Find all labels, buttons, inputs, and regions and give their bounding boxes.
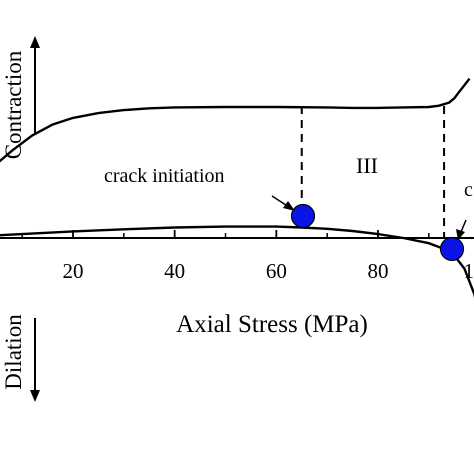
dilation-arrow-head [30, 390, 40, 402]
contraction-label: Contraction [1, 50, 26, 159]
points-layer [290, 203, 465, 262]
x-ticks-layer: 20 40 60 80 1 [21, 230, 474, 283]
series-line-2 [0, 225, 474, 299]
dilation-indicator: Dilation [1, 314, 40, 402]
x-axis-title: Axial Stress (MPa) [176, 311, 368, 338]
annotation-crack-initiation: crack initiation [104, 165, 225, 187]
series-line-1 [0, 77, 471, 163]
annotation-arrow-c [456, 219, 467, 240]
contraction-arrow-head [30, 36, 40, 48]
annotation-arrow-crack-initiation [271, 195, 295, 211]
contraction-indicator: Contraction [1, 36, 40, 159]
x-tick-label: 80 [368, 259, 389, 283]
x-tick-label: 60 [266, 259, 287, 283]
dilation-label: Dilation [1, 314, 26, 390]
x-tick-label: 1 [464, 259, 474, 283]
annotation-c: c [464, 179, 473, 201]
dashed-lines-layer [300, 106, 446, 238]
point-2 [439, 236, 465, 262]
point-1 [290, 203, 316, 229]
region-label: III [356, 153, 378, 178]
curves-layer [0, 77, 474, 299]
x-tick-label: 20 [63, 259, 84, 283]
x-tick-label: 40 [164, 259, 185, 283]
